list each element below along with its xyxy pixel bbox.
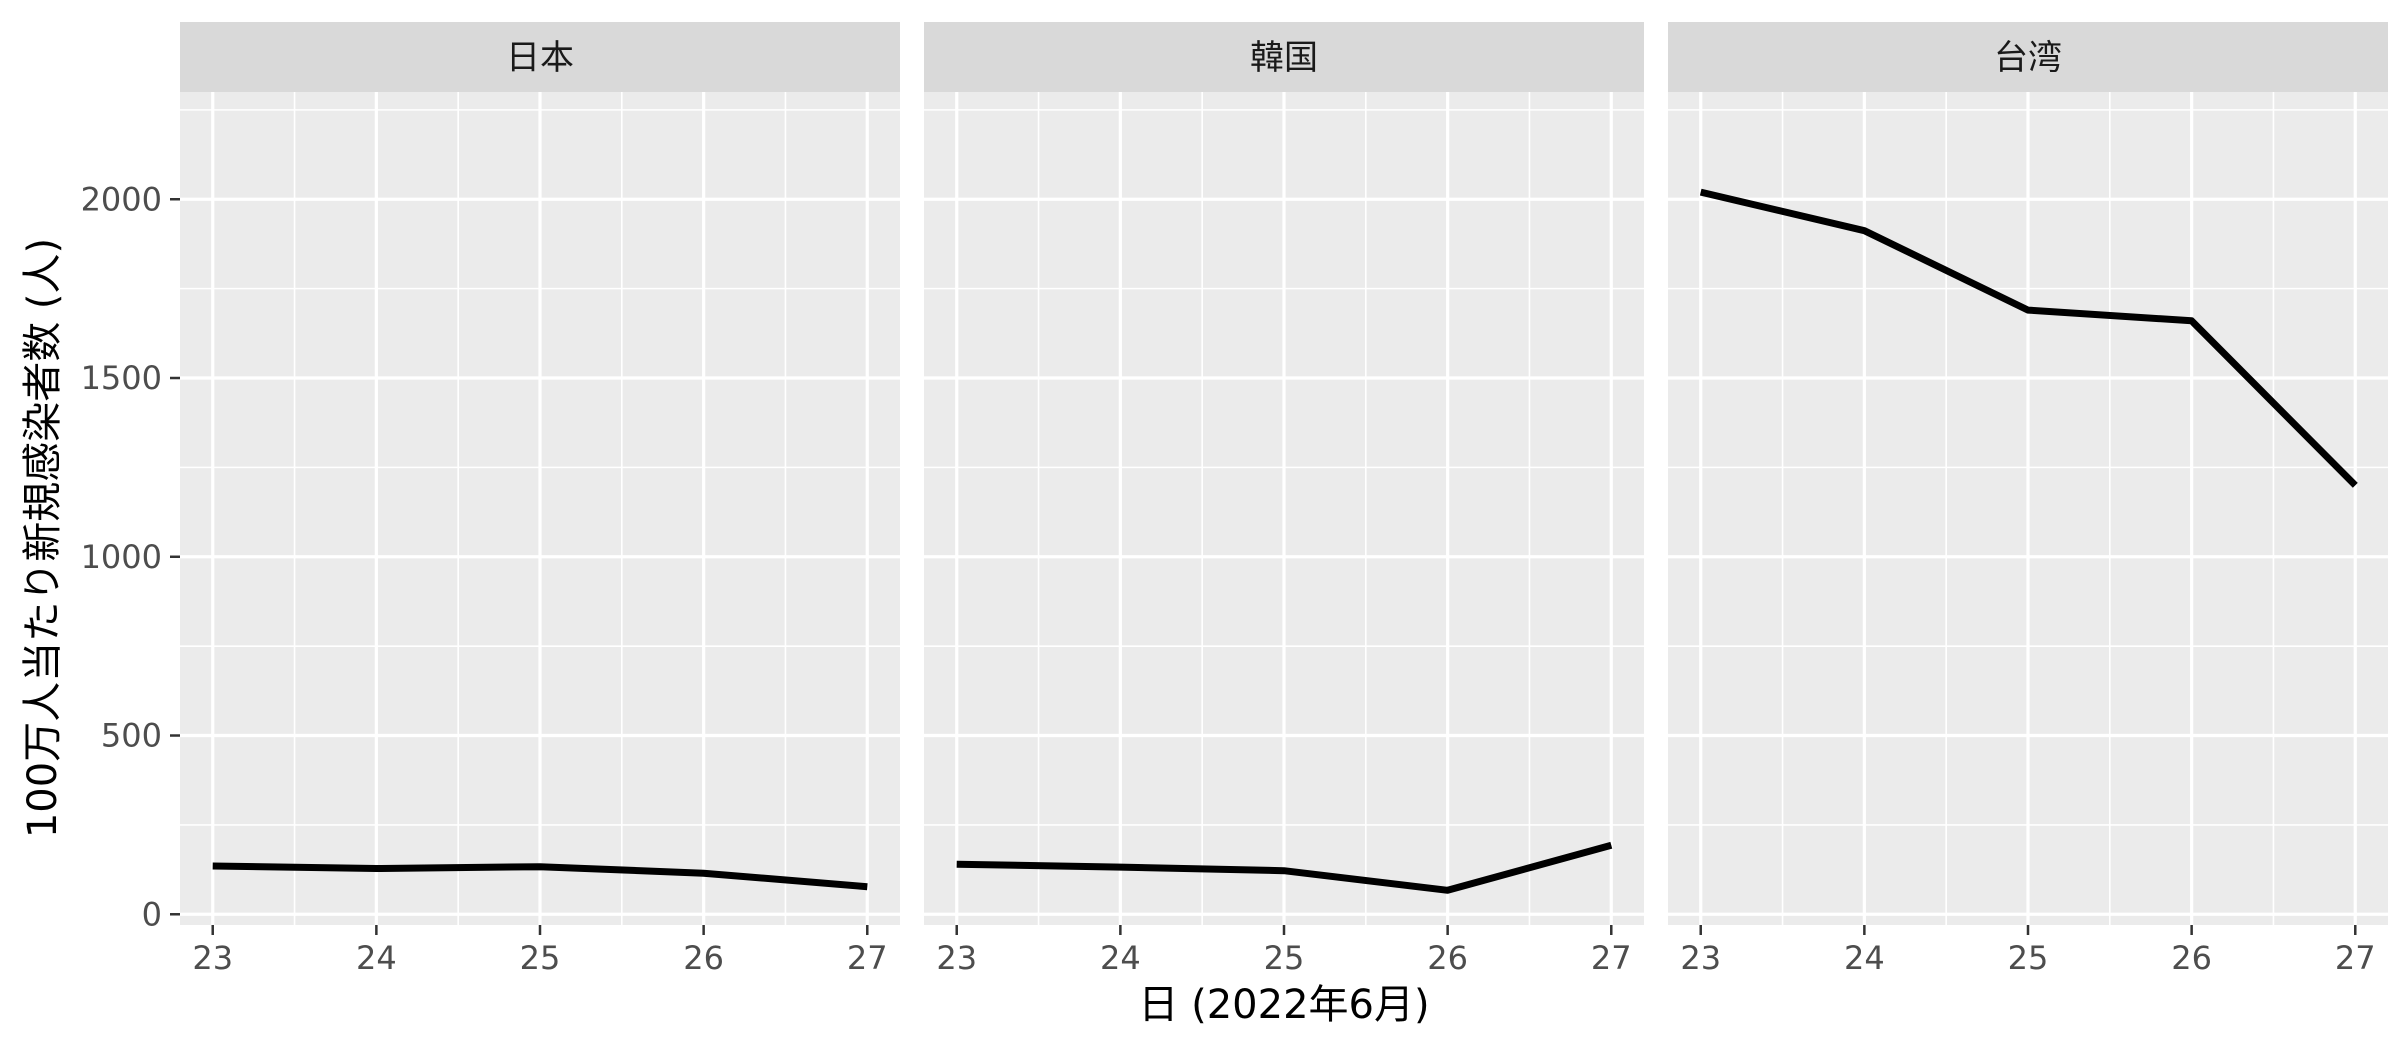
x-tick-label: 26 — [1427, 939, 1468, 977]
x-tick-label: 24 — [356, 939, 397, 977]
x-tick-label: 27 — [1591, 939, 1632, 977]
y-axis: 0 500 1000 1500 2000 — [81, 180, 180, 933]
x-tick-label: 26 — [683, 939, 724, 977]
y-tick-label: 2000 — [81, 180, 162, 218]
x-tick-label: 23 — [1680, 939, 1721, 977]
x-tick-label: 26 — [2171, 939, 2212, 977]
y-tick-label: 1000 — [81, 538, 162, 576]
y-tick-label: 0 — [142, 895, 162, 933]
panel-3: 台湾 23 24 25 26 27 — [1668, 22, 2388, 977]
strip-label: 韓国 — [1250, 38, 1318, 78]
y-tick-label: 1500 — [81, 359, 162, 397]
panels: 日本 23 24 25 26 27 韓国 23 24 25 26 27 台湾 23 24 25 26 27 — [180, 22, 2388, 977]
x-tick-label: 23 — [192, 939, 233, 977]
strip-background — [180, 22, 900, 92]
panel-1: 日本 23 24 25 26 27 — [180, 22, 900, 977]
x-tick-label: 27 — [847, 939, 888, 977]
y-axis-title: 100万人当たり新規感染者数 (人) — [20, 238, 66, 838]
strip-label: 日本 — [506, 38, 574, 78]
x-tick-label: 24 — [1844, 939, 1885, 977]
x-tick-label: 25 — [520, 939, 561, 977]
x-tick-label: 27 — [2335, 939, 2376, 977]
x-axis-title: 日 (2022年6月) — [1138, 982, 1429, 1028]
strip-background — [924, 22, 1644, 92]
x-tick-label: 25 — [2008, 939, 2049, 977]
x-tick-label: 25 — [1264, 939, 1305, 977]
x-tick-label: 24 — [1100, 939, 1141, 977]
panel-2: 韓国 23 24 25 26 27 — [924, 22, 1644, 977]
x-tick-label: 23 — [936, 939, 977, 977]
y-tick-label: 500 — [101, 717, 162, 755]
strip-label: 台湾 — [1994, 38, 2062, 78]
strip-background — [1668, 22, 2388, 92]
